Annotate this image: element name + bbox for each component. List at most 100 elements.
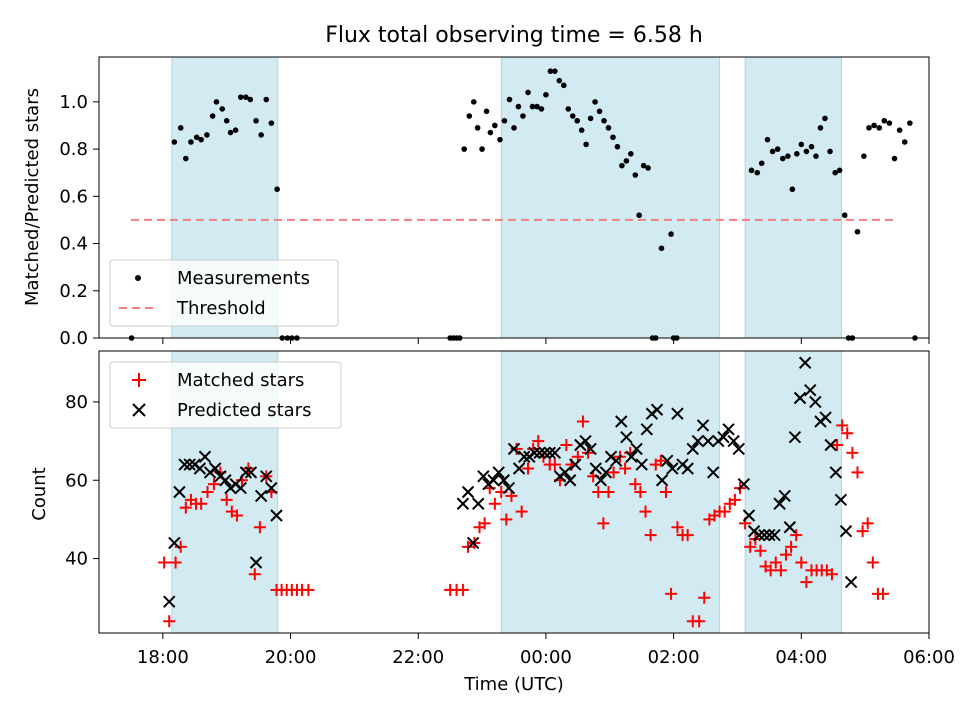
predicted-star-point [620,430,633,444]
matched-star-point [785,540,798,553]
matched-star-point [718,505,731,518]
measurement-point [534,103,540,110]
matched-star-point [488,497,501,510]
shaded-span [745,351,842,633]
matched-star-point [639,505,652,518]
predicted-star-point [661,454,674,467]
predicted-star-point [666,462,679,475]
measurement-point [274,186,280,193]
measurement-point [596,108,603,115]
legend-marker-matched-stars [132,373,146,387]
predicted-star-point [763,528,776,542]
measurement-point [543,91,549,98]
matched-star-point [195,497,208,510]
matched-star-point [163,615,176,628]
measurement-point [614,143,621,150]
measurement-point [764,136,771,143]
predicted-star-point [538,446,551,460]
measurement-point [748,167,755,174]
predicted-star-point [635,458,648,471]
y-tick-label: 60 [65,470,88,491]
measurement-point [263,96,270,103]
predicted-star-point [793,391,807,405]
y-tick-label: 1.0 [59,92,88,113]
measurement-point [565,106,572,112]
matched-star-point [774,564,787,577]
measurement-point [461,146,468,152]
predicted-star-point [507,442,521,456]
predicted-star-point [244,466,258,479]
matched-star-point [602,486,615,498]
matched-star-point [174,540,187,553]
measurement-point [640,162,647,169]
predicted-star-point [732,442,745,456]
top-panel: 0.0 0.2 0.4 0.6 0.8 1.0 Flux total observing … [22,23,930,349]
measurement-point [907,120,913,126]
matched-star-point [779,548,792,561]
measurement-point [506,96,513,103]
predicted-star-point [208,462,222,475]
top-x-ticks [162,338,930,344]
matched-star-point [800,576,813,589]
predicted-star-point [783,521,797,534]
predicted-star-point [778,489,791,503]
predicted-star-point [548,446,562,460]
matched-star-point [532,435,545,448]
predicted-star-point [701,434,715,448]
measurement-point [515,103,522,110]
predicted-star-point [788,430,802,444]
measurement-point [822,115,828,122]
measurement-point [556,77,563,84]
bottom-axes-frame [98,350,930,634]
bottom-panel: 40 60 80 18:00 20:00 22:00 00:00 02:00 04:00 06:… [29,350,955,695]
matched-star-point [866,556,879,569]
measurement-point [668,231,674,237]
x-tick-label: 06:00 [903,647,955,668]
measurement-point [785,153,791,159]
predicted-star-point [265,481,278,495]
predicted-star-point [834,493,848,507]
matched-star-point [681,529,694,542]
matched-star-point [698,591,711,604]
predicted-star-point [497,474,510,487]
predicted-star-point [173,485,186,499]
predicted-star-point [727,434,740,448]
measurement-point [227,129,234,136]
matched-star-point [302,583,315,596]
matched-star-point [592,486,605,498]
predicted-star-point [630,442,643,456]
measurement-point [583,141,589,148]
matched-star-point [478,517,491,530]
matched-star-point [693,615,706,628]
matched-star-point [629,478,642,491]
matched-star-point [836,419,849,432]
legend-label-measurements: Measurements [177,268,310,289]
y-tick-label: 80 [65,392,88,413]
y-tick-label: 40 [65,549,88,570]
matched-star-point [230,509,243,522]
predicted-star-point [563,474,577,487]
predicted-star-point [589,462,602,475]
predicted-star-point [686,442,699,456]
matched-star-point [825,568,838,581]
matched-star-point [769,556,782,569]
predicted-star-point [234,481,247,495]
measurement-point [886,120,893,126]
x-tick-label: 04:00 [775,647,827,668]
top-y-ticks: 0.0 0.2 0.4 0.6 0.8 1.0 [59,92,99,349]
matched-star-point [744,540,757,553]
matched-star-point [597,517,610,530]
predicted-star-point [472,497,485,510]
predicted-star-point [178,458,191,471]
measurement-point [610,134,616,141]
matched-star-point [456,583,469,596]
measurement-point [243,94,249,100]
predicted-star-point [696,419,710,432]
x-tick-label: 02:00 [648,647,700,668]
measurement-point [658,245,665,252]
measurement-point [769,148,776,155]
predicted-star-point [249,556,263,569]
x-tick-label: 18:00 [137,647,189,668]
matched-star-point [207,478,220,491]
